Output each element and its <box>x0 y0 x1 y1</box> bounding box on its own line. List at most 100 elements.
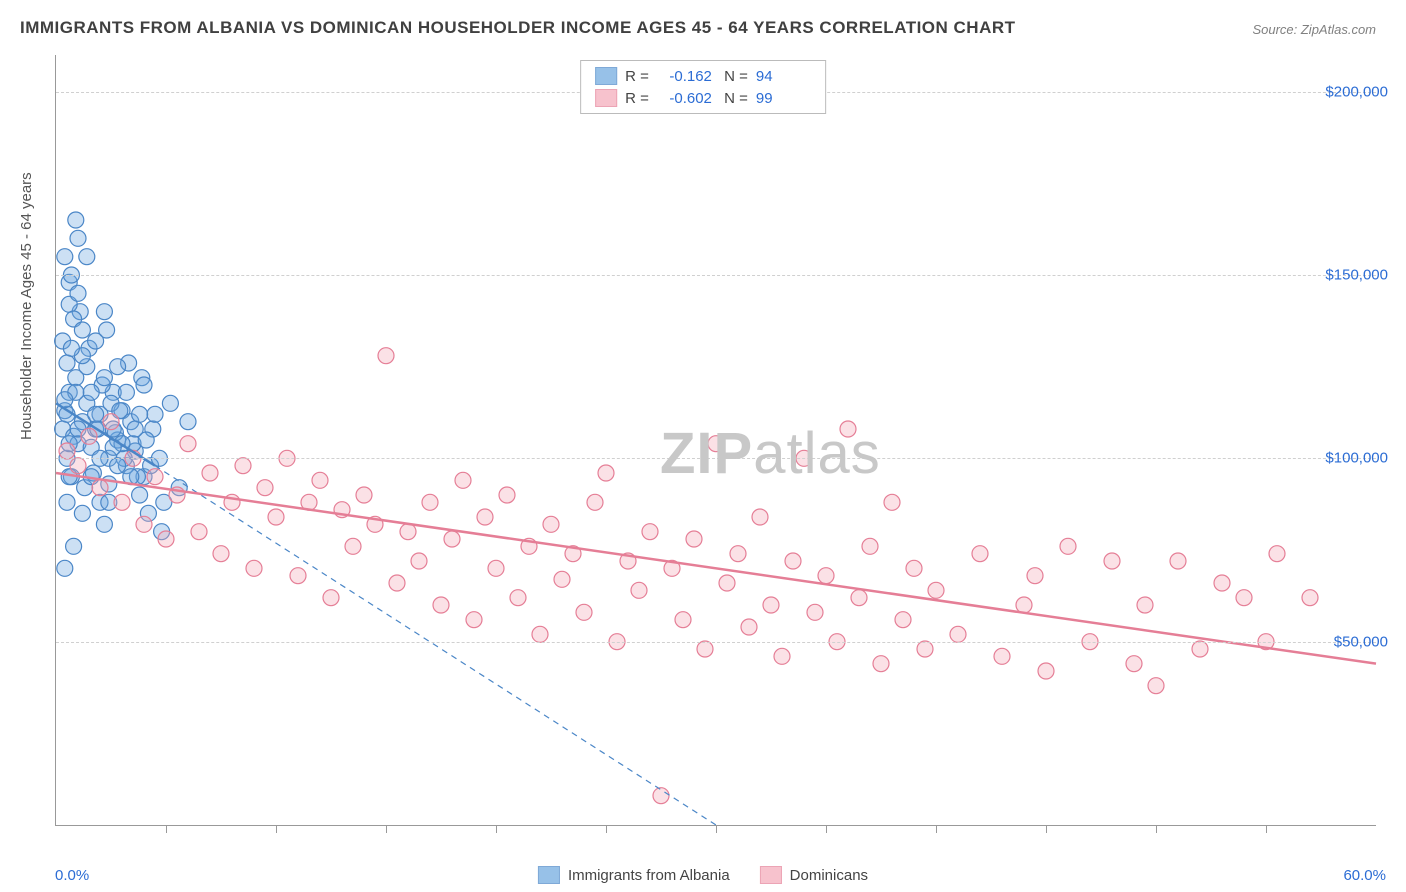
data-point <box>422 494 438 510</box>
data-point <box>1027 568 1043 584</box>
data-point <box>862 538 878 554</box>
data-point <box>235 458 251 474</box>
data-point <box>917 641 933 657</box>
data-point <box>510 590 526 606</box>
x-tick <box>276 825 277 833</box>
x-tick <box>826 825 827 833</box>
data-point <box>741 619 757 635</box>
data-point <box>68 212 84 228</box>
x-tick <box>1266 825 1267 833</box>
data-point <box>1236 590 1252 606</box>
data-point <box>290 568 306 584</box>
data-point <box>118 384 134 400</box>
data-point <box>598 465 614 481</box>
data-point <box>1148 678 1164 694</box>
data-point <box>763 597 779 613</box>
data-point <box>110 359 126 375</box>
data-point <box>895 612 911 628</box>
data-point <box>162 395 178 411</box>
data-point <box>66 538 82 554</box>
data-point <box>686 531 702 547</box>
data-point <box>96 516 112 532</box>
data-point <box>147 469 163 485</box>
data-point <box>1060 538 1076 554</box>
legend-n-value: 94 <box>756 68 811 85</box>
data-point <box>180 436 196 452</box>
legend-r-value: -0.162 <box>657 68 712 85</box>
y-tick-label: $200,000 <box>1325 83 1388 100</box>
legend-n-label: N = <box>720 90 748 107</box>
data-point <box>257 480 273 496</box>
legend-row: R =-0.162 N =94 <box>595 65 811 87</box>
data-point <box>1137 597 1153 613</box>
data-point <box>59 494 75 510</box>
x-max-label: 60.0% <box>1343 867 1386 884</box>
data-point <box>103 414 119 430</box>
data-point <box>1104 553 1120 569</box>
data-point <box>499 487 515 503</box>
data-point <box>246 560 262 576</box>
legend-swatch <box>760 866 782 884</box>
data-point <box>63 340 79 356</box>
data-point <box>719 575 735 591</box>
data-point <box>455 472 471 488</box>
x-tick <box>606 825 607 833</box>
data-point <box>532 626 548 642</box>
data-point <box>488 560 504 576</box>
data-point <box>785 553 801 569</box>
data-point <box>587 494 603 510</box>
data-point <box>345 538 361 554</box>
data-point <box>1302 590 1318 606</box>
legend-item: Immigrants from Albania <box>538 866 730 884</box>
data-point <box>1214 575 1230 591</box>
data-point <box>807 604 823 620</box>
x-tick <box>936 825 937 833</box>
data-point <box>774 648 790 664</box>
data-point <box>213 546 229 562</box>
legend-swatch <box>538 866 560 884</box>
x-tick <box>1156 825 1157 833</box>
x-tick <box>496 825 497 833</box>
legend-row: R =-0.602 N =99 <box>595 87 811 109</box>
legend-r-label: R = <box>625 90 649 107</box>
data-point <box>74 322 90 338</box>
chart-title: IMMIGRANTS FROM ALBANIA VS DOMINICAN HOU… <box>20 18 1016 38</box>
data-point <box>873 656 889 672</box>
data-point <box>70 285 86 301</box>
data-point <box>697 641 713 657</box>
data-point <box>972 546 988 562</box>
data-point <box>444 531 460 547</box>
data-point <box>1192 641 1208 657</box>
data-point <box>411 553 427 569</box>
data-point <box>323 590 339 606</box>
x-tick <box>386 825 387 833</box>
x-tick <box>1046 825 1047 833</box>
data-point <box>653 788 669 804</box>
data-point <box>70 230 86 246</box>
y-tick-label: $100,000 <box>1325 450 1388 467</box>
data-point <box>81 428 97 444</box>
legend-swatch <box>595 67 617 85</box>
x-tick <box>716 825 717 833</box>
data-point <box>477 509 493 525</box>
y-tick-label: $50,000 <box>1334 633 1388 650</box>
data-point <box>96 370 112 386</box>
legend-swatch <box>595 89 617 107</box>
data-point <box>928 582 944 598</box>
data-point <box>127 421 143 437</box>
trend-line-extrapolated <box>155 466 716 825</box>
data-point <box>851 590 867 606</box>
data-point <box>57 249 73 265</box>
data-point <box>906 560 922 576</box>
x-tick <box>166 825 167 833</box>
data-point <box>268 509 284 525</box>
data-point <box>83 384 99 400</box>
legend-series-name: Dominicans <box>790 867 868 884</box>
legend-r-label: R = <box>625 68 649 85</box>
legend-item: Dominicans <box>760 866 868 884</box>
data-point <box>88 333 104 349</box>
data-point <box>1269 546 1285 562</box>
data-point <box>92 480 108 496</box>
data-point <box>136 516 152 532</box>
data-point <box>675 612 691 628</box>
